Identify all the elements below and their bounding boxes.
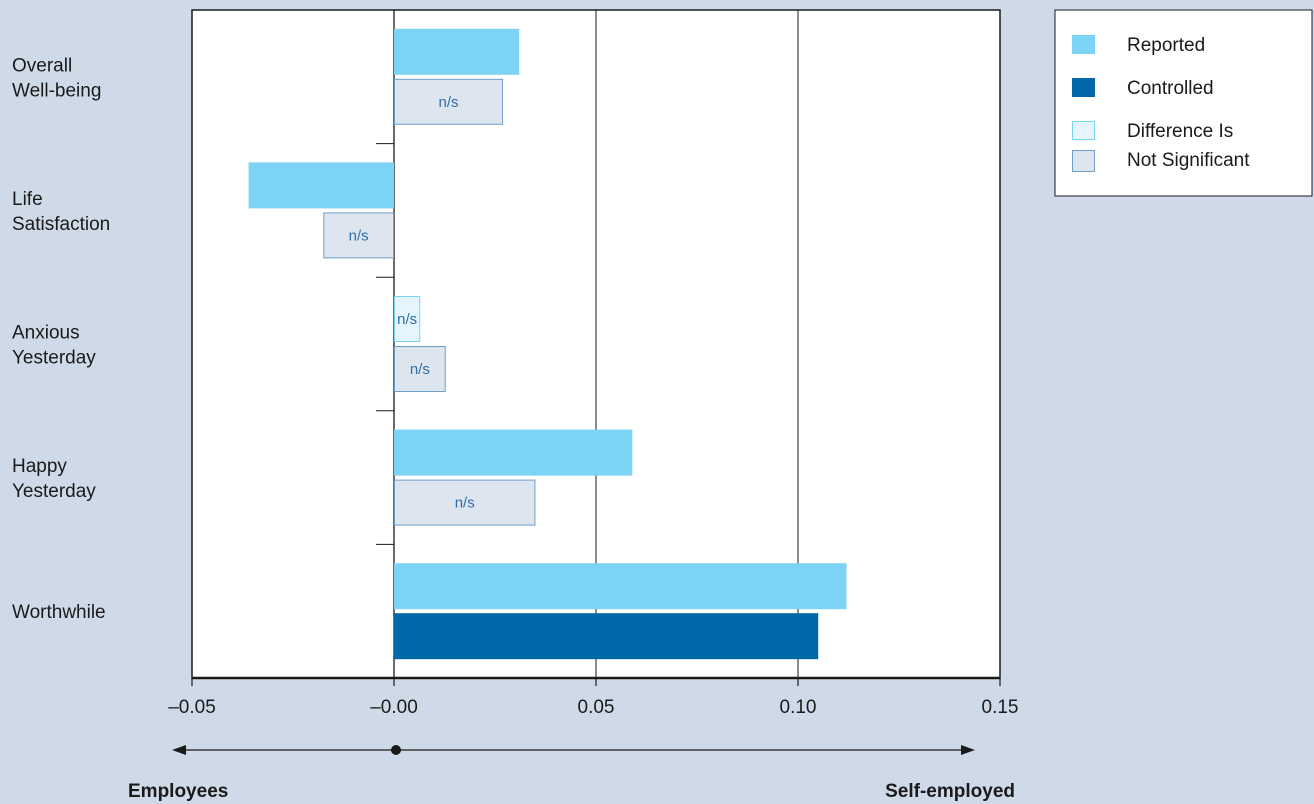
legend-swatch-controlled [1072, 78, 1095, 97]
bar-controlled-4 [394, 613, 819, 660]
bar-reported-4 [394, 563, 847, 610]
legend-swatch-ns-controlled [1072, 150, 1095, 172]
legend-swatch-ns-reported [1072, 121, 1095, 140]
category-label-1: Life Satisfaction [12, 189, 110, 235]
bars: n/s n/s n/s n/s n/s [248, 28, 847, 660]
x-tick-label-4: 0.15 [982, 697, 1019, 718]
legend-label-reported: Reported [1127, 35, 1205, 56]
x-tick-label-0: –0.05 [168, 697, 216, 718]
category-labels: Overall Well-being Life Satisfaction Anxious… [12, 55, 110, 623]
ns-label-controlled-3: n/s [455, 495, 475, 512]
bar-controlled-1 [323, 212, 394, 259]
category-ticks [376, 143, 394, 545]
category-label-4: Worthwhile [12, 602, 106, 623]
ns-label-controlled-1: n/s [349, 227, 369, 244]
legend-box [1054, 9, 1313, 197]
legend-label-not-significant: Not Significant [1127, 150, 1250, 171]
legend-label-difference-is: Difference Is [1127, 121, 1233, 142]
category-label-3: Happy Yesterday [12, 456, 96, 502]
bar-controlled-2 [394, 346, 446, 392]
ns-label-reported-2: n/s [397, 311, 417, 328]
ns-label-controlled-2: n/s [410, 361, 430, 378]
category-label-0: Overall Well-being [12, 55, 101, 101]
bar-reported-3 [394, 429, 633, 476]
direction-arrow [172, 745, 975, 755]
self-employed-label: Self-employed [885, 781, 1015, 802]
zero-marker-dot [391, 745, 401, 755]
legend-swatch-reported [1072, 35, 1095, 54]
legend-label-controlled: Controlled [1127, 78, 1214, 99]
bar-controlled-0 [394, 78, 504, 125]
employees-label: Employees [128, 781, 228, 802]
bar-reported-1 [248, 162, 394, 209]
x-tick-label-3: 0.10 [780, 697, 817, 718]
bar-reported-0 [394, 28, 520, 75]
legend: Reported Controlled Difference Is Not Si… [1054, 9, 1313, 197]
ns-label-controlled-0: n/s [439, 94, 459, 111]
x-tick-label-2: 0.05 [578, 697, 615, 718]
arrowhead-left [172, 745, 186, 755]
bar-reported-2 [394, 296, 421, 342]
x-tick-label-1: –0.00 [370, 697, 418, 718]
category-label-2: Anxious Yesterday [12, 323, 96, 369]
bar-controlled-3 [394, 479, 536, 526]
arrowhead-right [961, 745, 975, 755]
x-axis-ticks: –0.05 –0.00 0.05 0.10 0.15 [168, 678, 1018, 718]
